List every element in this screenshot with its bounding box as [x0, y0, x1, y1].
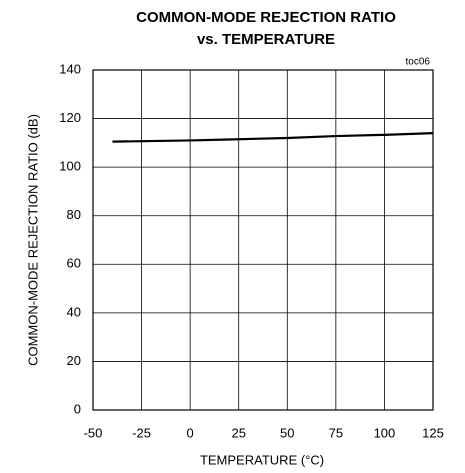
annotation: toc06 [406, 57, 431, 68]
y-tick-label: 80 [67, 207, 81, 222]
x-tick-label: 0 [187, 425, 194, 440]
x-tick-label: 125 [422, 425, 444, 440]
chart-title: vs. TEMPERATURE [197, 31, 335, 48]
x-tick-label: 25 [231, 425, 245, 440]
y-tick-label: 60 [67, 256, 81, 271]
chart-title: COMMON-MODE REJECTION RATIO [136, 9, 396, 26]
y-tick-label: 40 [67, 304, 81, 319]
x-tick-label: -50 [84, 425, 103, 440]
y-axis-label: COMMON-MODE REJECTION RATIO (dB) [25, 114, 40, 366]
x-axis-label: TEMPERATURE (°C) [200, 452, 324, 467]
x-tick-label: 50 [280, 425, 294, 440]
y-tick-label: 20 [67, 353, 81, 368]
y-tick-label: 0 [74, 401, 81, 416]
y-tick-label: 100 [59, 159, 81, 174]
x-tick-label: 100 [374, 425, 396, 440]
y-tick-label: 140 [59, 61, 81, 76]
x-tick-label: 75 [329, 425, 343, 440]
x-tick-label: -25 [132, 425, 151, 440]
data-line [112, 132, 434, 143]
plot-frame [92, 69, 434, 411]
y-tick-label: 120 [59, 110, 81, 125]
